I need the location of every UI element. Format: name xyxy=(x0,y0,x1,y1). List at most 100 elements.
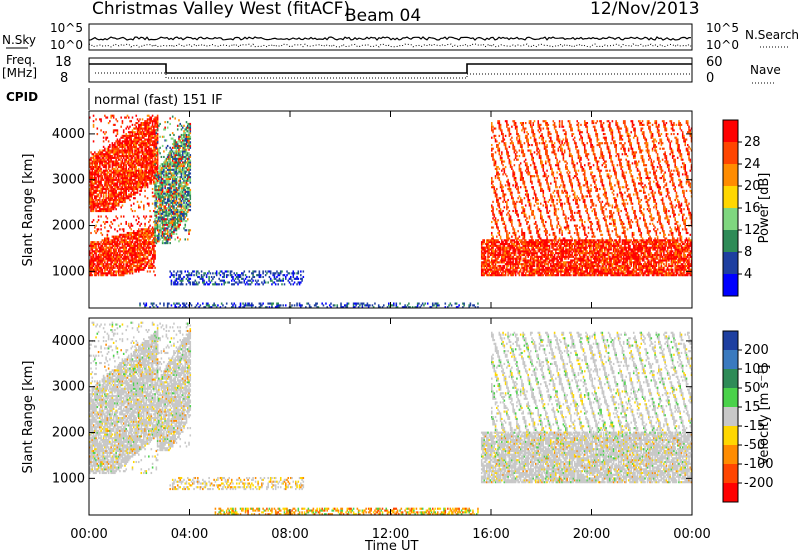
heatmap-cell xyxy=(179,166,182,170)
heatmap-cell xyxy=(101,209,104,213)
heatmap-cell xyxy=(105,274,107,277)
heatmap-cell xyxy=(127,127,130,130)
heatmap-cell xyxy=(508,250,511,253)
heatmap-cell xyxy=(160,229,163,232)
heatmap-cell xyxy=(176,141,179,144)
heatmap-cell xyxy=(144,239,146,242)
heatmap-cell xyxy=(110,259,112,262)
heatmap-cell xyxy=(180,270,183,273)
heatmap-cell xyxy=(150,266,153,269)
heatmap-cell xyxy=(105,198,107,202)
heatmap-cell xyxy=(488,246,491,249)
heatmap-cell xyxy=(173,302,175,305)
heatmap-cell xyxy=(227,274,229,277)
heatmap-cell xyxy=(424,302,426,305)
heatmap-cell xyxy=(284,277,287,280)
heatmap-cell xyxy=(94,200,96,203)
heatmap-cell xyxy=(109,242,111,246)
heatmap-cell xyxy=(205,275,208,279)
heatmap-cell xyxy=(189,203,192,206)
heatmap-cell xyxy=(97,244,100,247)
heatmap-cell xyxy=(139,255,141,258)
heatmap-cell xyxy=(171,137,174,140)
heatmap-cell xyxy=(141,253,144,257)
heatmap-cell xyxy=(91,180,94,183)
heatmap-cell xyxy=(140,222,143,225)
heatmap-cell xyxy=(120,222,122,225)
heatmap-cell xyxy=(106,268,109,271)
heatmap-cell xyxy=(492,248,494,251)
heatmap-cell xyxy=(244,277,247,280)
heatmap-cell xyxy=(121,242,124,246)
heatmap-cell xyxy=(148,266,150,269)
heatmap-cell xyxy=(166,232,169,235)
heatmap-cell xyxy=(102,140,105,143)
heatmap-cell xyxy=(164,121,166,124)
heatmap-cell xyxy=(90,156,92,159)
heatmap-cell xyxy=(134,244,136,247)
heatmap-cell xyxy=(186,207,189,210)
heatmap-cell xyxy=(125,116,127,119)
heatmap-cell xyxy=(121,147,124,150)
heatmap-cell xyxy=(107,206,110,209)
heatmap-cell xyxy=(519,252,522,255)
heatmap-cell xyxy=(114,270,116,273)
heatmap-cell xyxy=(117,156,120,159)
heatmap-cell xyxy=(122,274,125,277)
heatmap-cell xyxy=(111,259,114,262)
heatmap-cell xyxy=(173,205,175,208)
heatmap-cell xyxy=(164,185,166,188)
heatmap-cell xyxy=(209,281,212,284)
heatmap-cell xyxy=(102,257,105,260)
heatmap-cell xyxy=(186,210,189,213)
heatmap-cell xyxy=(134,193,136,196)
heatmap-cell xyxy=(165,209,168,212)
heatmap-cell xyxy=(145,304,148,307)
heatmap-cell xyxy=(179,122,182,126)
heatmap-cell xyxy=(246,281,248,284)
heatmap-cell xyxy=(278,277,281,280)
heatmap-cell xyxy=(111,239,114,242)
heatmap-cell xyxy=(136,252,139,255)
heatmap-cell xyxy=(109,165,111,169)
heatmap-cell xyxy=(101,204,104,207)
heatmap-cell xyxy=(101,244,104,247)
heatmap-cell xyxy=(156,122,159,125)
heatmap-cell xyxy=(111,246,114,249)
heatmap-cell xyxy=(507,239,509,242)
heatmap-cell xyxy=(132,231,135,235)
heatmap-cell xyxy=(95,154,97,158)
heatmap-cell xyxy=(176,212,179,215)
heatmap-cell xyxy=(129,261,131,264)
heatmap-cell xyxy=(141,259,144,262)
heatmap-cell xyxy=(119,257,121,260)
heatmap-cell xyxy=(117,244,120,247)
heatmap-cell xyxy=(232,304,234,307)
heatmap-cell xyxy=(149,237,151,240)
heatmap-cell xyxy=(143,268,145,271)
heatmap-cell xyxy=(180,207,183,210)
heatmap-cell xyxy=(90,263,92,266)
heatmap-cell xyxy=(117,248,120,251)
heatmap-cell xyxy=(263,279,266,282)
heatmap-cell xyxy=(112,237,115,240)
heatmap-cell xyxy=(137,264,140,268)
heatmap-cell xyxy=(141,242,144,246)
heatmap-cell xyxy=(139,248,141,251)
heatmap-cell xyxy=(156,201,159,204)
heatmap-cell xyxy=(100,231,102,235)
heatmap-cell xyxy=(144,231,146,235)
heatmap-cell xyxy=(89,158,91,161)
heatmap-cell xyxy=(176,128,179,131)
heatmap-cell xyxy=(189,281,192,284)
heatmap-cell xyxy=(106,261,109,264)
heatmap-cell xyxy=(115,189,117,192)
heatmap-cell xyxy=(163,225,165,228)
heatmap-cell xyxy=(127,242,130,246)
heatmap-cell xyxy=(144,242,146,246)
heatmap-cell xyxy=(137,230,140,233)
heatmap-cell xyxy=(176,143,179,146)
heatmap-cell xyxy=(115,250,117,253)
heatmap-cell xyxy=(111,165,114,169)
heatmap-cell xyxy=(169,133,171,137)
